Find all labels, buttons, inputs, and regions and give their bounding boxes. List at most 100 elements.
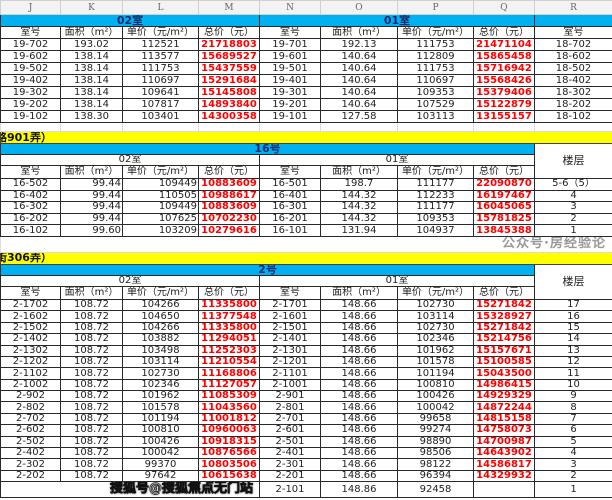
column-header-M[interactable]: M bbox=[198, 0, 260, 15]
area-cell[interactable]: 108.72 bbox=[60, 458, 123, 471]
room-no-cell[interactable]: 2-1101 bbox=[259, 367, 321, 380]
floor-cell[interactable]: 17 bbox=[534, 298, 612, 312]
room-no-cell[interactable]: 2-1401 bbox=[259, 333, 321, 346]
floor-cell[interactable]: 11 bbox=[534, 367, 612, 380]
total-price-cell[interactable]: 13845388 bbox=[473, 224, 535, 237]
total-price-cell[interactable]: 11127057 bbox=[198, 378, 260, 392]
unit-price-cell[interactable]: 110697 bbox=[397, 74, 474, 87]
room-no-cell[interactable]: 19-702 bbox=[0, 38, 61, 51]
unit-price-cell[interactable]: 100426 bbox=[397, 390, 474, 403]
column-header-L[interactable]: L bbox=[122, 0, 199, 15]
total-price-cell[interactable]: 15291684 bbox=[198, 74, 260, 87]
room-no-cell[interactable]: 2-601 bbox=[259, 424, 321, 437]
unit-price-cell[interactable]: 101194 bbox=[122, 412, 199, 426]
area-cell[interactable]: 148.66 bbox=[320, 435, 398, 449]
room-no-cell[interactable]: 2-1402 bbox=[0, 333, 61, 346]
room-no-cell[interactable]: 2-502 bbox=[0, 435, 61, 449]
area-cell[interactable]: 148.66 bbox=[320, 401, 398, 414]
room-no-cell[interactable]: 2-1502 bbox=[0, 321, 61, 335]
empty-cell[interactable] bbox=[259, 122, 321, 132]
unit-price-cell[interactable]: 104266 bbox=[122, 321, 199, 335]
area-cell[interactable]: 108.72 bbox=[60, 412, 123, 426]
total-price-cell[interactable]: 11001812 bbox=[198, 412, 260, 426]
unit-price-cell[interactable]: 110697 bbox=[122, 74, 199, 87]
unit-price-cell[interactable]: 98890 bbox=[397, 435, 474, 449]
area-cell[interactable]: 108.72 bbox=[60, 367, 123, 380]
empty-cell[interactable] bbox=[320, 122, 398, 132]
unit-price-cell[interactable]: 111753 bbox=[397, 38, 474, 51]
area-cell[interactable]: 108.72 bbox=[60, 344, 123, 357]
area-cell[interactable]: 108.72 bbox=[60, 355, 123, 369]
room-no-cell[interactable]: 18-102 bbox=[534, 110, 612, 123]
total-price-cell[interactable]: 10960063 bbox=[198, 424, 260, 437]
area-cell[interactable]: 108.72 bbox=[60, 390, 123, 403]
area-cell[interactable]: 148.66 bbox=[320, 321, 398, 335]
area-cell[interactable]: 148.66 bbox=[320, 333, 398, 346]
room-no-cell[interactable]: 19-601 bbox=[259, 50, 321, 63]
total-price-cell[interactable]: 15865458 bbox=[473, 50, 535, 63]
room-no-cell[interactable]: 2-402 bbox=[0, 447, 61, 460]
floor-cell[interactable]: 1 bbox=[534, 224, 612, 237]
area-cell[interactable]: 108.72 bbox=[60, 447, 123, 460]
room-no-cell[interactable]: 18-202 bbox=[534, 98, 612, 111]
total-price-cell[interactable]: 15689527 bbox=[198, 50, 260, 63]
room-no-cell[interactable]: 2-802 bbox=[0, 401, 61, 414]
total-price-cell[interactable]: 10918315 bbox=[198, 435, 260, 449]
total-price-cell[interactable]: 10279616 bbox=[198, 224, 260, 237]
total-price-cell[interactable]: 15100585 bbox=[473, 355, 535, 369]
total-price-cell[interactable]: 13155157 bbox=[473, 110, 535, 123]
room-no-cell[interactable]: 16-502 bbox=[0, 178, 61, 191]
unit-price-cell[interactable]: 107529 bbox=[397, 98, 474, 111]
total-price-cell[interactable]: 16045065 bbox=[473, 201, 535, 214]
total-price-cell[interactable]: 10988617 bbox=[198, 189, 260, 203]
unit-price-cell[interactable]: 103882 bbox=[122, 333, 199, 346]
empty-cell[interactable] bbox=[0, 122, 61, 132]
empty-cell[interactable] bbox=[534, 122, 612, 132]
area-cell[interactable]: 138.14 bbox=[60, 74, 123, 87]
area-cell[interactable]: 148.66 bbox=[320, 458, 398, 471]
unit-price-cell[interactable]: 112809 bbox=[397, 50, 474, 63]
total-price-cell[interactable]: 14643902 bbox=[473, 447, 535, 460]
area-cell[interactable]: 99.44 bbox=[60, 178, 123, 191]
area-cell[interactable]: 108.72 bbox=[60, 333, 123, 346]
unit-price-cell[interactable]: 104937 bbox=[397, 224, 474, 237]
column-header-O[interactable]: O bbox=[320, 0, 398, 15]
unit-price-cell[interactable]: 109449 bbox=[122, 178, 199, 191]
room-no-cell[interactable]: 2-1002 bbox=[0, 378, 61, 392]
unit-price-cell[interactable]: 98122 bbox=[397, 458, 474, 471]
room-no-cell[interactable]: 2-602 bbox=[0, 424, 61, 437]
room-no-cell[interactable]: 16-301 bbox=[259, 201, 321, 214]
area-cell[interactable]: 108.72 bbox=[60, 435, 123, 449]
floor-cell[interactable]: 3 bbox=[534, 458, 612, 471]
unit-price-cell[interactable]: 109449 bbox=[122, 201, 199, 214]
total-price-cell[interactable]: 14329932 bbox=[473, 469, 535, 483]
room-no-cell[interactable]: 2-1202 bbox=[0, 355, 61, 369]
unit-price-cell[interactable]: 98506 bbox=[397, 447, 474, 460]
unit-price-cell[interactable]: 111177 bbox=[397, 178, 474, 191]
unit-price-cell[interactable]: 111753 bbox=[397, 62, 474, 75]
room-no-cell[interactable]: 2-301 bbox=[259, 458, 321, 471]
total-price-cell[interactable]: 14586817 bbox=[473, 458, 535, 471]
total-price-cell[interactable]: 14300358 bbox=[198, 110, 260, 123]
area-cell[interactable]: 193.02 bbox=[60, 38, 123, 51]
room-no-cell[interactable]: 2-1701 bbox=[259, 298, 321, 312]
empty-cell[interactable] bbox=[198, 122, 260, 132]
total-price-cell[interactable]: 10803506 bbox=[198, 458, 260, 471]
column-header-Q[interactable]: Q bbox=[473, 0, 535, 15]
area-cell[interactable]: 99.44 bbox=[60, 201, 123, 214]
floor-cell[interactable]: 4 bbox=[534, 189, 612, 203]
empty-cell[interactable] bbox=[122, 122, 199, 132]
unit-price-cell[interactable]: 102730 bbox=[397, 298, 474, 312]
unit-price-cell[interactable]: 101962 bbox=[122, 390, 199, 403]
total-price-cell[interactable]: 14700987 bbox=[473, 435, 535, 449]
total-price-cell[interactable] bbox=[473, 481, 535, 499]
area-cell[interactable]: 108.72 bbox=[60, 310, 123, 323]
room-no-cell[interactable]: 2-1001 bbox=[259, 378, 321, 392]
room-no-cell[interactable]: 18-502 bbox=[534, 62, 612, 75]
total-price-cell[interactable]: 15379406 bbox=[473, 86, 535, 99]
area-cell[interactable]: 131.94 bbox=[320, 224, 398, 237]
area-cell[interactable]: 144.32 bbox=[320, 189, 398, 203]
room-no-cell[interactable]: 2-1702 bbox=[0, 298, 61, 312]
empty-cell[interactable] bbox=[60, 122, 123, 132]
total-price-cell[interactable]: 15157671 bbox=[473, 344, 535, 357]
